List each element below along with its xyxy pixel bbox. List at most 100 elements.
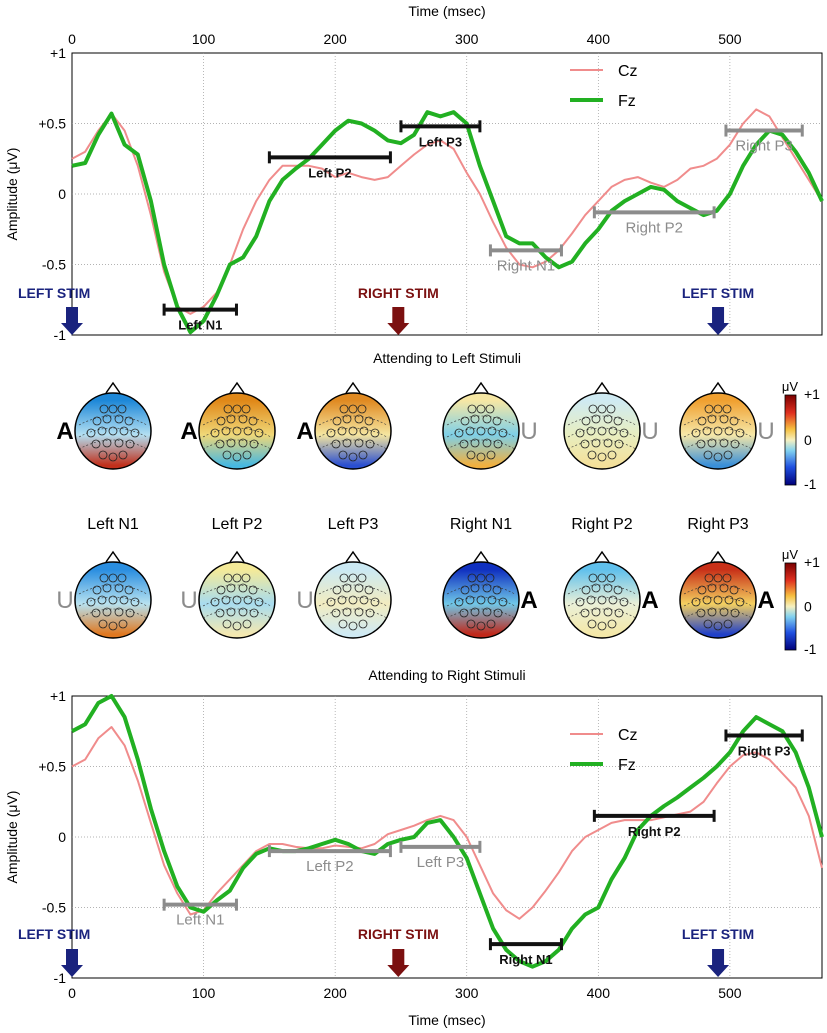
colorbar	[784, 394, 797, 486]
topomap-electrode	[492, 585, 502, 595]
y-tick-label: -1	[54, 327, 67, 343]
topomap-electrode	[492, 416, 502, 426]
topomap-electrode	[124, 585, 134, 595]
x-tick-label: 100	[192, 31, 216, 47]
topomap-electrode	[603, 607, 613, 617]
topomap-head	[314, 561, 392, 639]
topomap-electrode	[91, 608, 101, 618]
topomap-side-letter: U	[180, 587, 197, 614]
topomap-electrode	[243, 426, 253, 436]
topomap-electrode	[597, 595, 607, 605]
topomap-electrode	[117, 404, 127, 414]
topomap-electrode	[354, 583, 364, 593]
top-chart-legend: Cz Fz	[570, 63, 638, 110]
topomap-electrode	[575, 428, 585, 438]
topomap-label: Right P2	[571, 516, 632, 533]
topomap-electrode	[735, 597, 745, 607]
topomap-side-letter: A	[296, 418, 313, 445]
topomap-electrode	[603, 414, 613, 424]
topomap-contour	[78, 584, 148, 595]
topomap-electrode	[254, 428, 264, 438]
topomap-contour	[78, 415, 148, 426]
topomap-electrode	[354, 438, 364, 448]
topomap-head	[198, 392, 276, 470]
topomap-electrode	[482, 438, 492, 448]
topomap-label: Left P3	[328, 516, 379, 533]
stim-label: LEFT STIM	[682, 926, 754, 942]
topomap-contour	[446, 415, 516, 426]
topomap-electrode	[358, 619, 368, 629]
x-tick-label: 500	[718, 31, 742, 47]
legend-label-fz: Fz	[618, 93, 636, 110]
colorbar-tick: +1	[804, 554, 820, 570]
topomap-electrode	[587, 619, 597, 629]
topomap-electrode	[696, 608, 706, 618]
topomap-electrode	[697, 585, 707, 595]
stim-label: LEFT STIM	[682, 285, 754, 301]
topomap-contour	[446, 584, 516, 595]
topomap-electrode	[118, 619, 128, 629]
topomap-electrode	[348, 426, 358, 436]
topomap-label: Left N1	[87, 516, 139, 533]
stim-arrow	[707, 949, 730, 977]
topomap-electrode	[97, 426, 107, 436]
topomap-electrode	[476, 573, 486, 583]
x-tick-label: 0	[68, 31, 76, 47]
bottom-chart-component-bars: Left N1 Left P2 Left P3 Right N1 Right P2 Rig…	[162, 729, 804, 967]
topomap-contour	[202, 608, 272, 619]
topomap-contour	[567, 439, 637, 450]
topomap-electrode	[221, 426, 231, 436]
topomap-electrode	[588, 404, 598, 414]
legend-label-fz: Fz	[618, 757, 636, 774]
topomap-electrode	[607, 450, 617, 460]
x-tick-label: 200	[323, 31, 347, 47]
topomap-electrode	[232, 573, 242, 583]
topomap-electrode	[465, 595, 475, 605]
topomap-electrode	[357, 404, 367, 414]
topomap-electrode	[485, 404, 495, 414]
topomap-electrode	[460, 416, 470, 426]
topomap-electrode	[331, 608, 341, 618]
colorbar-tick: -1	[804, 476, 817, 492]
stim-label: RIGHT STIM	[358, 285, 439, 301]
topomap-electrode	[98, 619, 108, 629]
topomap-contour	[318, 427, 388, 438]
stim-label: LEFT STIM	[18, 926, 90, 942]
topomap-electrode	[735, 428, 745, 438]
topomap-electrode	[454, 597, 464, 607]
colorbar-unit: μV	[782, 547, 798, 562]
y-tick-label: +1	[50, 45, 66, 61]
topomap-electrode	[724, 595, 734, 605]
topomap-electrode	[713, 595, 723, 605]
topomap-electrode	[591, 414, 601, 424]
component-bar-label: Left P3	[417, 854, 465, 871]
topomap-electrode	[454, 428, 464, 438]
topomap-electrode	[238, 438, 248, 448]
topomap-nose	[594, 550, 610, 563]
topomap-electrode	[86, 428, 96, 438]
topomap-electrode	[486, 450, 496, 460]
topomap-contour	[567, 596, 637, 607]
x-tick-label: 100	[192, 985, 216, 1001]
topomap-electrode	[216, 416, 226, 426]
topomap-head	[314, 392, 392, 470]
topomap-electrode	[703, 450, 713, 460]
topomap-contour	[683, 608, 753, 619]
topomap-electrode	[102, 583, 112, 593]
topomap-electrode	[357, 573, 367, 583]
topomap-electrode	[348, 573, 358, 583]
y-tick-label: 0	[58, 186, 66, 202]
topomap-electrode	[465, 426, 475, 436]
top-chart-y-ticks: +1 +0.5 0 -0.5 -1	[38, 45, 66, 343]
topomap-electrode	[470, 438, 480, 448]
topomap-electrode	[697, 416, 707, 426]
topomap-electrode	[124, 416, 134, 426]
topomap-contour	[683, 439, 753, 450]
topomap-electrode	[254, 597, 264, 607]
topomap-electrode	[580, 439, 590, 449]
topomap-contour	[446, 427, 516, 438]
topomap-electrode	[348, 621, 358, 631]
topomap-electrode	[581, 585, 591, 595]
component-bar-label: Right P3	[738, 743, 791, 758]
